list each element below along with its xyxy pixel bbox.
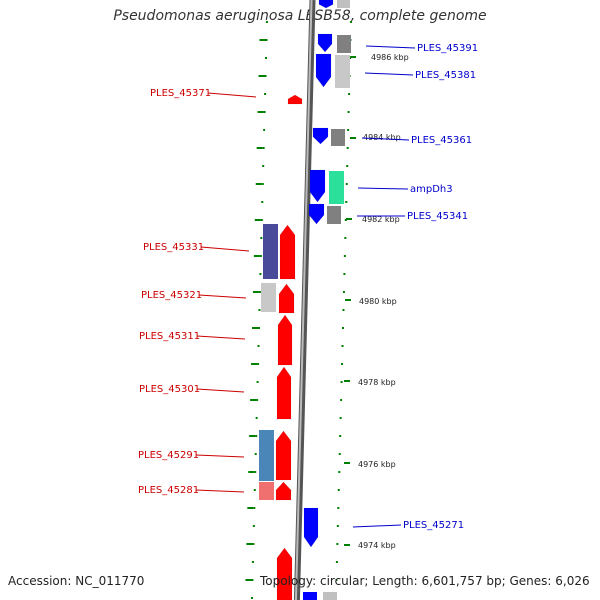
forward-gene-label: PLES_45361 <box>411 135 472 146</box>
gene-label-leader <box>357 187 409 190</box>
forward-cds-arrow <box>315 53 332 88</box>
gene-block <box>335 55 350 88</box>
reverse-cds-arrow <box>279 224 296 280</box>
scale-tick-label: 4978 kbp <box>358 378 396 387</box>
map-title: Pseudomonas aeruginosa LESB58, complete … <box>113 8 487 24</box>
scale-tick-label: 4976 kbp <box>358 460 396 469</box>
gene-label-leader <box>196 388 245 393</box>
scale-tick-label: 4980 kbp <box>359 297 397 306</box>
accession-label: Accession: NC_011770 <box>8 574 145 588</box>
gene-block <box>323 592 337 600</box>
reverse-gene-label: PLES_45371 <box>150 88 211 99</box>
reverse-cds-arrow <box>277 314 293 366</box>
gene-block <box>259 482 274 500</box>
reverse-cds-arrow <box>276 366 292 420</box>
gene-block <box>259 430 274 481</box>
reverse-cds-arrow <box>276 547 293 600</box>
forward-cds-arrow <box>308 203 325 225</box>
scale-tick-label: 4986 kbp <box>371 53 409 62</box>
forward-cds-arrow <box>318 0 334 9</box>
reverse-cds-arrow <box>287 94 303 105</box>
gene-label-leader <box>364 72 414 76</box>
scale-tick-label: 4982 kbp <box>362 215 400 224</box>
forward-gene-label: PLES_45341 <box>407 211 468 222</box>
forward-gene-label: PLES_45391 <box>417 43 478 54</box>
forward-gene-label: ampDh3 <box>410 184 453 195</box>
forward-cds-arrow <box>303 507 319 548</box>
gene-block <box>331 129 345 146</box>
reverse-gene-label: PLES_45331 <box>143 242 204 253</box>
gene-label-leader <box>198 294 247 299</box>
gene-label-leader <box>365 45 416 49</box>
reverse-gene-label: PLES_45311 <box>139 331 200 342</box>
gene-label-leader <box>352 524 402 528</box>
scale-tick-label: 4974 kbp <box>358 541 396 550</box>
gene-label-leader <box>200 246 250 252</box>
gene-label-leader <box>361 137 410 141</box>
reverse-gene-label: PLES_45301 <box>139 384 200 395</box>
forward-gene-label: PLES_45381 <box>415 70 476 81</box>
gene-block <box>337 0 350 8</box>
reverse-cds-arrow <box>275 430 292 481</box>
gene-label-leader <box>207 92 257 98</box>
gene-label-leader <box>195 489 245 493</box>
reverse-cds-arrow <box>278 283 295 314</box>
reverse-gene-label: PLES_45321 <box>141 290 202 301</box>
forward-gene-label: PLES_45271 <box>403 520 464 531</box>
gene-label-leader <box>195 454 245 458</box>
reverse-gene-label: PLES_45291 <box>138 450 199 461</box>
gene-block <box>261 283 276 312</box>
reverse-gene-label: PLES_45281 <box>138 485 199 496</box>
reverse-cds-arrow <box>275 481 292 501</box>
gene-label-leader <box>196 335 246 340</box>
gene-block <box>263 224 278 279</box>
gene-block <box>327 206 341 224</box>
gene-block <box>329 171 344 204</box>
forward-cds-arrow <box>309 169 326 203</box>
gene-block <box>337 35 351 53</box>
scale-tick-label: 4984 kbp <box>363 133 401 142</box>
forward-cds-arrow <box>303 592 317 600</box>
forward-cds-arrow <box>312 127 329 145</box>
forward-cds-arrow <box>317 33 333 53</box>
genome-backbone-highlight <box>294 0 313 600</box>
topology-label: Topology: circular; Length: 6,601,757 bp… <box>260 574 590 588</box>
